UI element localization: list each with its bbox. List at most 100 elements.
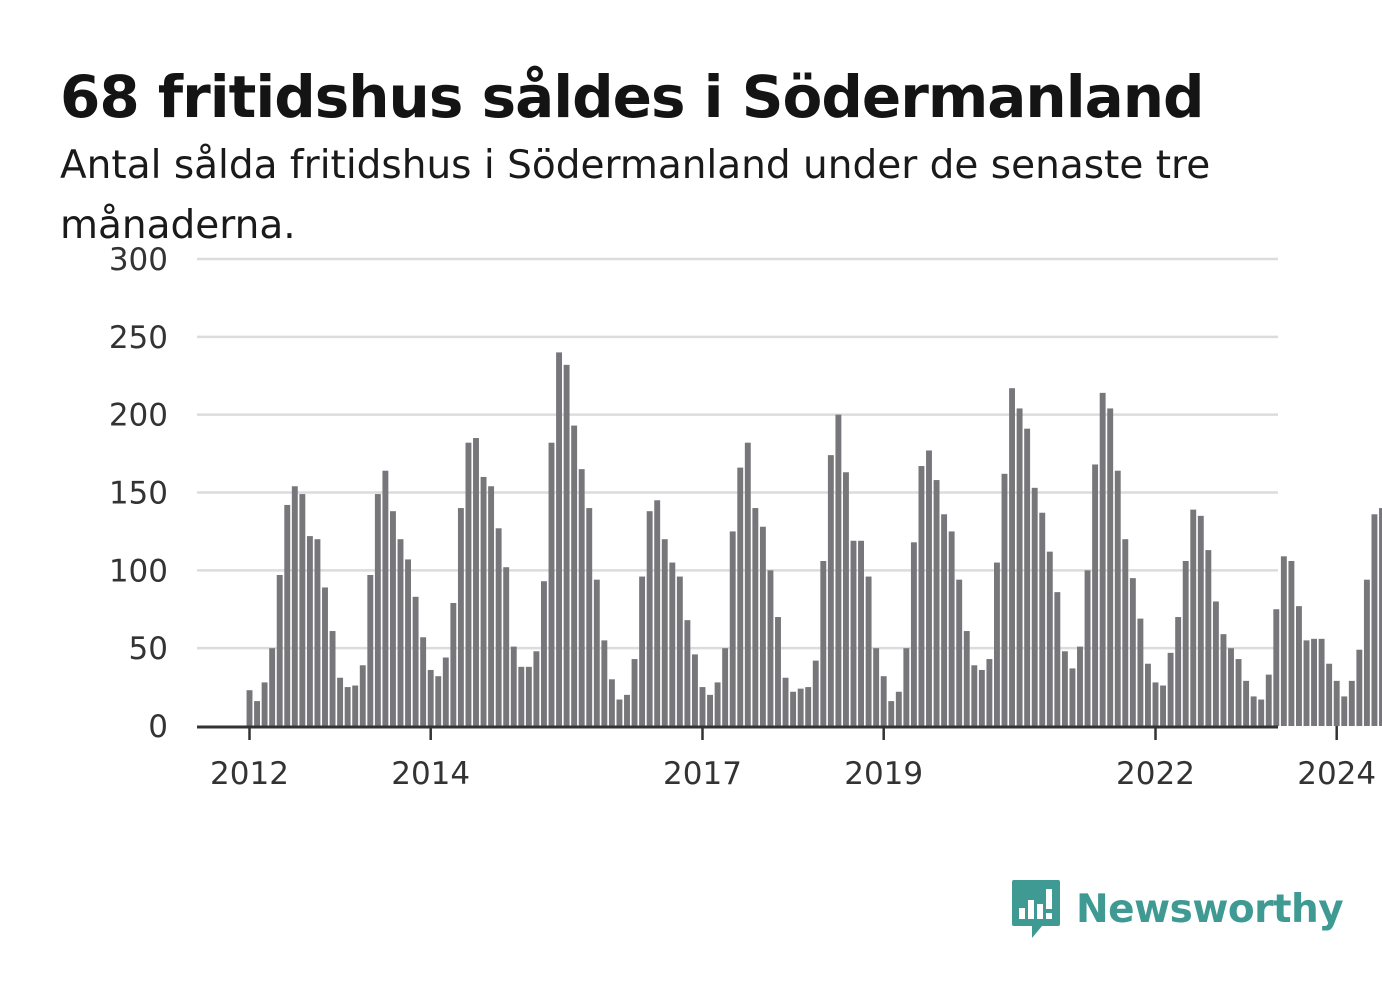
bar (1273, 609, 1280, 726)
bar (1061, 651, 1068, 726)
y-tick-label: 0 (148, 709, 168, 745)
bar (284, 504, 291, 726)
bar (631, 659, 638, 726)
bar (1235, 659, 1242, 726)
bar (276, 575, 283, 726)
bar (1250, 696, 1257, 726)
bar (737, 467, 744, 726)
bar (1145, 663, 1151, 726)
bar (820, 560, 827, 726)
bar (601, 640, 608, 726)
bar (744, 442, 751, 726)
bar (344, 687, 351, 726)
bar (1288, 560, 1295, 726)
bar (782, 677, 789, 726)
bar (261, 682, 268, 726)
bar (1265, 674, 1272, 726)
bar (624, 694, 630, 726)
y-tick-label: 250 (109, 320, 168, 356)
chart-title: 68 fritidshus såldes i Södermanland (60, 63, 1205, 131)
bar (299, 494, 306, 726)
bar (541, 581, 547, 726)
bar (1228, 648, 1234, 726)
bar (752, 508, 759, 726)
bar (533, 651, 540, 726)
bar (510, 646, 517, 726)
bar (1243, 680, 1250, 726)
bar (918, 466, 925, 726)
bar (1024, 428, 1031, 726)
bar (812, 660, 819, 726)
bar (1182, 560, 1189, 726)
bar (994, 562, 1000, 726)
chart-subtitle: Antal sålda fritidshus i Södermanland un… (60, 143, 1211, 248)
newsworthy-logo-icon (1012, 880, 1060, 938)
bar (488, 486, 495, 726)
bar (306, 536, 313, 726)
bar (1122, 539, 1129, 726)
x-axis: 2012 2014 2017 2019 2022 2024 (210, 726, 1376, 792)
bar (246, 690, 253, 726)
bar (1303, 640, 1310, 726)
bar (676, 576, 683, 726)
bar (586, 508, 593, 726)
bar (412, 596, 419, 726)
bar (1054, 592, 1061, 726)
bar (729, 531, 736, 726)
bar (1258, 699, 1265, 726)
bar (1326, 663, 1333, 726)
bar (503, 567, 510, 726)
bar (314, 539, 321, 726)
newsworthy-logo[interactable]: Newsworthy (1010, 877, 1344, 941)
bar (805, 687, 812, 726)
bar (254, 701, 260, 726)
bar (374, 494, 381, 726)
bar (390, 511, 396, 726)
x-tick-label: 2014 (391, 756, 470, 792)
bar (397, 539, 404, 726)
brand-name: Newsworthy (1076, 886, 1344, 932)
bar (1356, 649, 1363, 726)
bar (692, 654, 698, 726)
bar (933, 480, 940, 726)
bar (1348, 680, 1355, 726)
bar (1197, 515, 1204, 726)
x-tick-label: 2024 (1297, 756, 1376, 792)
bar (593, 579, 600, 726)
bar (1160, 685, 1166, 726)
bar (427, 669, 434, 726)
bar (895, 691, 902, 726)
bar (903, 648, 910, 726)
y-tick-label: 50 (129, 631, 168, 667)
bar (790, 691, 797, 726)
bar (1099, 392, 1106, 726)
bar (669, 562, 676, 726)
bar (767, 570, 774, 726)
bar (1001, 473, 1008, 726)
bar (291, 486, 298, 726)
bar (843, 472, 849, 726)
bar (571, 425, 578, 726)
bar (480, 476, 487, 726)
bar (1031, 487, 1038, 726)
bar (926, 450, 932, 726)
bar (1220, 634, 1227, 726)
bar (1167, 652, 1174, 726)
x-tick-label: 2019 (844, 756, 923, 792)
bar (986, 659, 993, 726)
bar (457, 508, 464, 726)
bar (963, 631, 970, 726)
bar (1190, 509, 1197, 726)
bar (352, 685, 359, 726)
bar (269, 648, 276, 726)
bar (775, 617, 781, 726)
bar (654, 500, 661, 726)
bar (888, 701, 895, 726)
y-axis: 0 50 100 150 200 250 300 (109, 242, 168, 745)
bar (525, 666, 532, 726)
bar (382, 470, 389, 726)
bar (850, 540, 857, 726)
bar (1129, 578, 1136, 726)
bars (246, 352, 1382, 726)
y-tick-label: 300 (109, 242, 168, 278)
